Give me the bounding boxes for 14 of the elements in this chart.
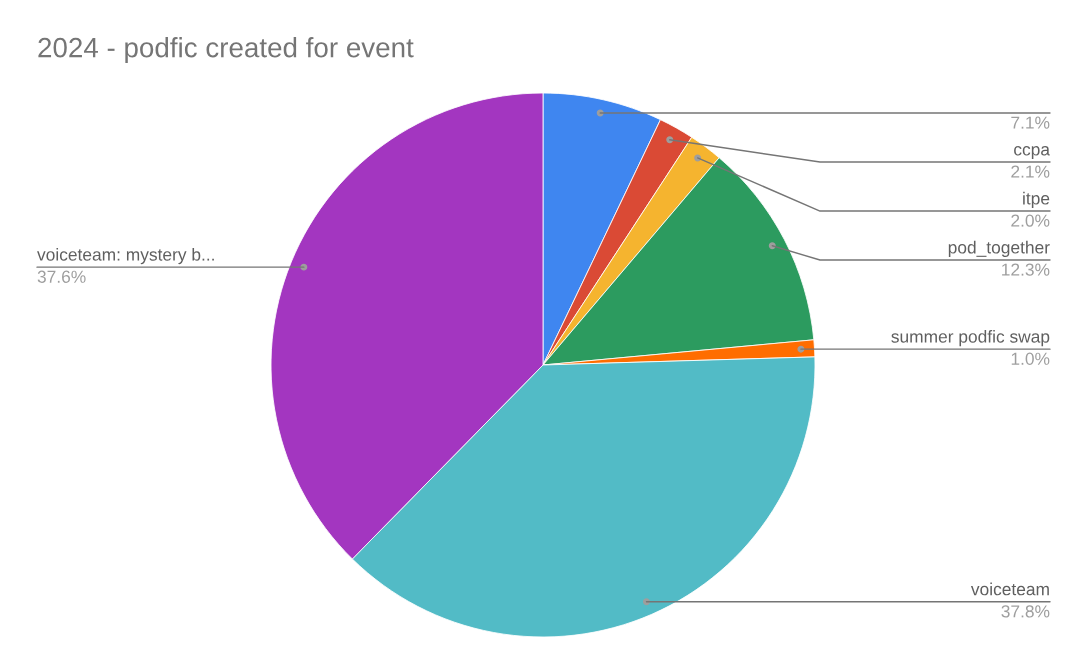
data-label: 2.0% [1011, 214, 1050, 227]
data-label: 37.8% [1001, 605, 1050, 618]
data-label: 1.0% [1011, 352, 1050, 365]
slice-label: itpe [1023, 191, 1050, 209]
data-label: 7.1% [1011, 116, 1050, 129]
slice-label: voiceteam [970, 582, 1049, 596]
data-label: 2.1% [1011, 165, 1050, 178]
slice-label: voiceteam: mystery b... [37, 247, 214, 265]
data-label: 12.3% [1002, 263, 1050, 276]
slice-label: summer podfic swap [891, 329, 1050, 347]
data-label: 37.6% [37, 270, 86, 283]
slice-label: pod_together [948, 240, 1050, 258]
slice-label: ccpa [1014, 146, 1050, 160]
chart-title: 2024 - podfic created for event [38, 37, 414, 63]
